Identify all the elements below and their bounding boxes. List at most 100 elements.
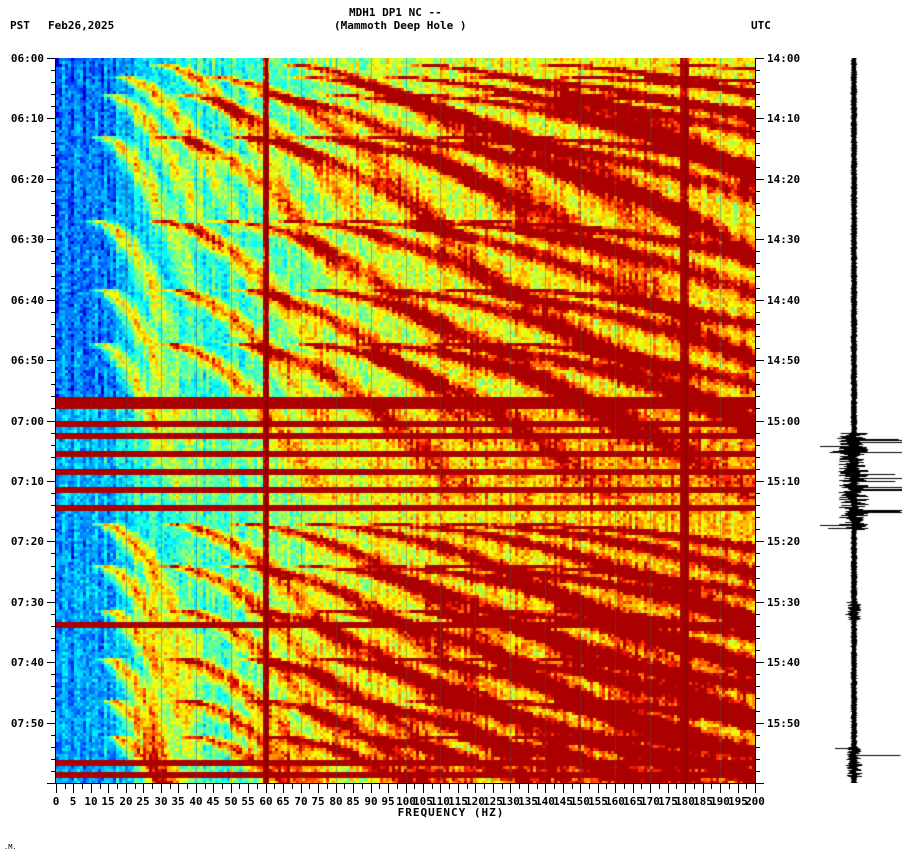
y-tick-minor-right <box>755 674 760 675</box>
x-tick-minor <box>502 784 503 789</box>
y-tick-major-left <box>47 481 56 482</box>
x-tick-minor <box>327 784 328 789</box>
x-tick-major <box>440 784 441 793</box>
x-tick-major <box>615 784 616 793</box>
x-axis-label: 190 <box>710 795 730 808</box>
y-axis-right-label: 15:00 <box>767 415 801 428</box>
y-tick-minor-left <box>51 203 56 204</box>
x-axis-label: 175 <box>658 795 678 808</box>
x-tick-minor <box>659 784 660 789</box>
x-axis-label: 10 <box>84 795 98 808</box>
x-tick-minor <box>537 784 538 789</box>
y-axis-right-label: 14:50 <box>767 354 801 367</box>
y-tick-minor-right <box>755 263 760 264</box>
x-tick-major <box>353 784 354 793</box>
y-tick-minor-right <box>755 578 760 579</box>
x-tick-minor <box>624 784 625 789</box>
x-tick-minor <box>729 784 730 789</box>
x-axis-label: 55 <box>241 795 255 808</box>
y-tick-minor-left <box>51 735 56 736</box>
x-tick-minor <box>676 784 677 789</box>
y-axis-left-label: 07:20 <box>10 535 44 548</box>
y-tick-minor-left <box>51 590 56 591</box>
y-tick-minor-left <box>51 82 56 83</box>
y-tick-major-right <box>755 783 764 784</box>
x-tick-major <box>510 784 511 793</box>
x-tick-major <box>598 784 599 793</box>
x-axis-label: 115 <box>448 795 468 808</box>
y-tick-minor-left <box>51 131 56 132</box>
x-tick-major <box>458 784 459 793</box>
y-axis-right-label: 14:30 <box>767 233 801 246</box>
seismogram-trace[interactable] <box>820 58 902 783</box>
y-tick-minor-right <box>755 686 760 687</box>
y-tick-minor-right <box>755 469 760 470</box>
y-tick-minor-right <box>755 590 760 591</box>
y-tick-minor-left <box>51 771 56 772</box>
x-tick-major <box>266 784 267 793</box>
y-tick-minor-left <box>51 227 56 228</box>
y-tick-minor-left <box>51 215 56 216</box>
y-tick-major-left <box>47 300 56 301</box>
y-tick-minor-right <box>755 131 760 132</box>
y-axis-right-label: 14:10 <box>767 112 801 125</box>
y-axis-right-label: 15:40 <box>767 656 801 669</box>
x-axis-label: 145 <box>553 795 573 808</box>
x-tick-major <box>91 784 92 793</box>
x-tick-major <box>528 784 529 793</box>
x-tick-major <box>685 784 686 793</box>
x-tick-major <box>563 784 564 793</box>
date-label: Feb26,2025 <box>48 19 115 32</box>
x-tick-minor <box>572 784 573 789</box>
y-tick-major-right <box>755 602 764 603</box>
x-tick-minor <box>397 784 398 789</box>
y-tick-minor-left <box>51 336 56 337</box>
y-tick-minor-left <box>51 348 56 349</box>
x-tick-minor <box>135 784 136 789</box>
y-tick-minor-left <box>51 70 56 71</box>
y-axis-left-label: 06:10 <box>10 112 44 125</box>
x-axis-label: 100 <box>396 795 416 808</box>
seismogram-canvas[interactable] <box>820 58 902 783</box>
y-tick-minor-left <box>51 517 56 518</box>
x-axis-label: 125 <box>483 795 503 808</box>
y-tick-minor-right <box>755 191 760 192</box>
x-tick-minor <box>82 784 83 789</box>
y-tick-major-left <box>47 239 56 240</box>
y-tick-minor-right <box>755 433 760 434</box>
y-tick-minor-right <box>755 348 760 349</box>
x-tick-minor <box>344 784 345 789</box>
x-tick-minor <box>362 784 363 789</box>
spectrogram-plot[interactable] <box>56 58 755 783</box>
y-tick-major-left <box>47 118 56 119</box>
spectrogram-canvas[interactable] <box>56 58 755 783</box>
x-tick-major <box>161 784 162 793</box>
x-tick-major <box>406 784 407 793</box>
x-tick-minor <box>449 784 450 789</box>
x-tick-minor <box>292 784 293 789</box>
x-tick-major <box>703 784 704 793</box>
x-tick-major <box>545 784 546 793</box>
x-axis-label: 150 <box>570 795 590 808</box>
y-tick-major-right <box>755 481 764 482</box>
x-tick-minor <box>694 784 695 789</box>
x-tick-minor <box>152 784 153 789</box>
y-tick-minor-left <box>51 686 56 687</box>
x-axis-label: 40 <box>189 795 203 808</box>
x-tick-minor <box>205 784 206 789</box>
y-tick-minor-right <box>755 324 760 325</box>
y-tick-minor-right <box>755 759 760 760</box>
x-axis-label: 35 <box>171 795 185 808</box>
x-axis-label: 5 <box>69 795 77 808</box>
y-tick-minor-left <box>51 167 56 168</box>
x-tick-minor <box>309 784 310 789</box>
y-tick-minor-right <box>755 638 760 639</box>
y-tick-minor-left <box>51 263 56 264</box>
y-tick-major-right <box>755 723 764 724</box>
y-axis-right-label: 15:10 <box>767 475 801 488</box>
x-tick-minor <box>432 784 433 789</box>
y-tick-minor-left <box>51 372 56 373</box>
x-axis-label: 160 <box>605 795 625 808</box>
y-tick-minor-right <box>755 276 760 277</box>
y-tick-minor-left <box>51 324 56 325</box>
